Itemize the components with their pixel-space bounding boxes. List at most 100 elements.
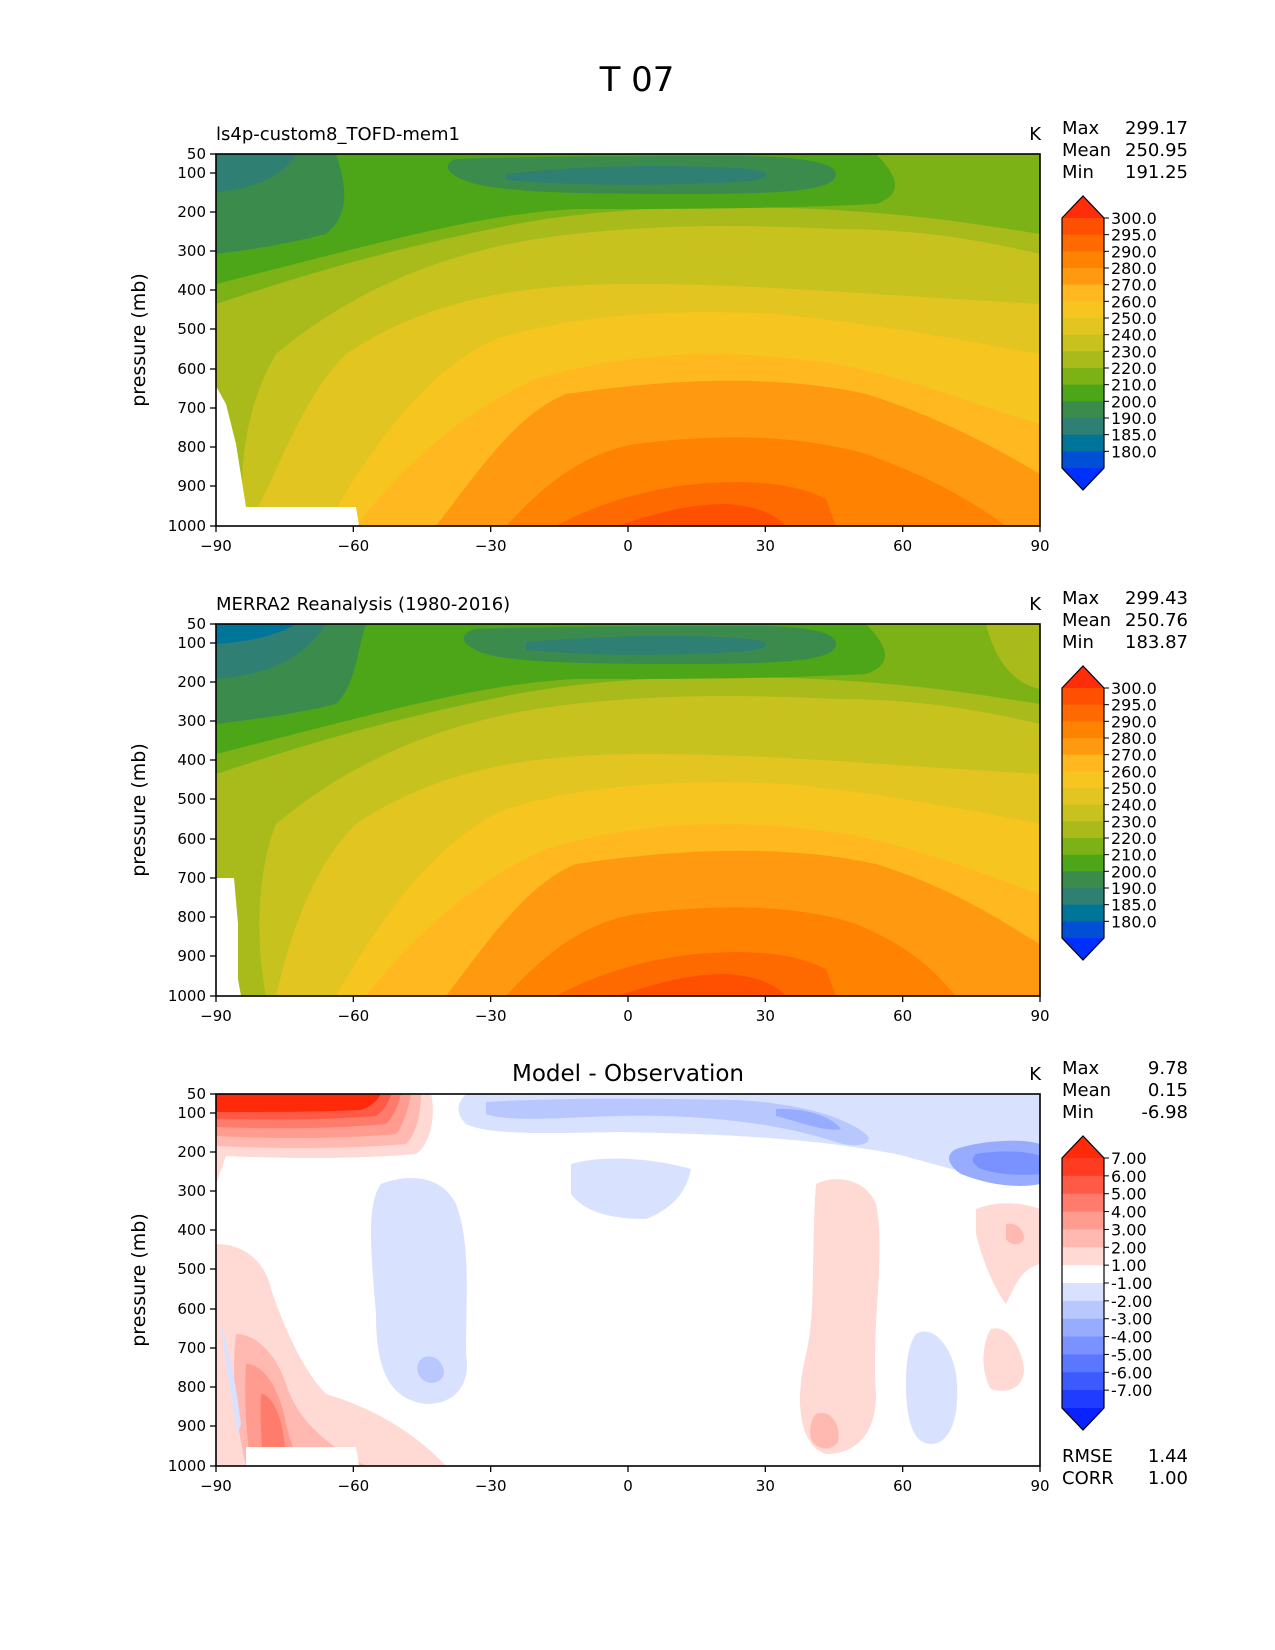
colorbar-label: 7.00	[1111, 1149, 1147, 1168]
colorbar-swatch	[1062, 838, 1104, 856]
units-label: K	[1029, 594, 1042, 615]
colorbar: 7.006.005.004.003.002.001.00-1.00-2.00-3…	[1061, 1135, 1152, 1431]
y-tick-label: 800	[177, 438, 206, 456]
stat-max-value: 299.43	[1125, 588, 1188, 609]
stat-corr-value: 1.00	[1148, 1468, 1188, 1489]
band-230	[216, 647, 1040, 996]
x-tick-label: 30	[756, 537, 775, 555]
colorbar-swatch	[1062, 938, 1104, 960]
colorbar-label: -6.00	[1111, 1363, 1152, 1382]
colorbar-label: 190.0	[1111, 409, 1157, 428]
plot-area	[216, 1094, 1040, 1466]
x-tick-label: 60	[893, 537, 912, 555]
colorbar-label: 2.00	[1111, 1238, 1147, 1257]
colorbar-swatch	[1062, 688, 1104, 706]
colorbar-swatch	[1062, 1229, 1104, 1248]
x-tick-label: −30	[475, 537, 507, 555]
y-tick-label: 400	[177, 751, 206, 769]
stat-max-value: 9.78	[1148, 1058, 1188, 1079]
y-tick-label: 100	[177, 1104, 206, 1122]
stat-min-label: Min	[1062, 162, 1094, 183]
plot-area	[216, 154, 1040, 526]
colorbar-label: -4.00	[1111, 1328, 1152, 1347]
x-tick-label: 0	[623, 1477, 633, 1495]
band-p2-e1	[810, 1413, 839, 1449]
colorbar-swatch	[1062, 301, 1104, 319]
colorbar-label: 210.0	[1111, 376, 1157, 395]
y-tick-label: 100	[177, 634, 206, 652]
panel-model: ls4p-custom8_TOFD-mem1 K pressure (mb) M…	[128, 118, 1188, 555]
colorbar: 300.0295.0290.0280.0270.0260.0250.0240.0…	[1061, 665, 1157, 961]
y-tick-label: 100	[177, 164, 206, 182]
y-tick-label: 200	[177, 203, 206, 221]
y-tick-label: 700	[177, 1339, 206, 1357]
colorbar-label: 240.0	[1111, 796, 1157, 815]
colorbar-label: -5.00	[1111, 1345, 1152, 1364]
colorbar-label: 220.0	[1111, 829, 1157, 848]
band-300	[616, 974, 786, 996]
y-tick-label: 1000	[168, 1457, 206, 1475]
y-tick-label: 800	[177, 908, 206, 926]
colorbar-label: 200.0	[1111, 392, 1157, 411]
stat-mean-value: 0.15	[1148, 1080, 1188, 1101]
x-tick-label: 90	[1030, 537, 1049, 555]
colorbar-label: 280.0	[1111, 729, 1157, 748]
colorbar-label: -1.00	[1111, 1274, 1152, 1293]
y-tick-label: 900	[177, 947, 206, 965]
colorbar-swatch	[1062, 704, 1104, 722]
y-tick-label: 600	[177, 1300, 206, 1318]
colorbar-label: 290.0	[1111, 242, 1157, 261]
x-tick-label: −90	[200, 1007, 232, 1025]
colorbar-swatch	[1062, 334, 1104, 352]
colorbar-swatch	[1062, 234, 1104, 252]
missing-terrain	[216, 386, 359, 526]
colorbar-label: 210.0	[1111, 846, 1157, 865]
band-230-east	[986, 624, 1040, 689]
colorbar-swatch	[1062, 771, 1104, 789]
stat-max-label: Max	[1062, 118, 1100, 139]
colorbar-swatch	[1062, 368, 1104, 386]
colorbar-swatch	[1062, 871, 1104, 889]
colorbar-swatch	[1062, 434, 1104, 452]
colorbar-swatch	[1062, 451, 1104, 469]
y-tick-label: 300	[177, 1182, 206, 1200]
colorbar-label: 300.0	[1111, 679, 1157, 698]
y-tick-label: 500	[177, 790, 206, 808]
colorbar-swatch	[1062, 904, 1104, 922]
colorbar-swatch	[1062, 888, 1104, 906]
band-185	[216, 624, 296, 644]
band-p1-e2	[976, 1203, 1040, 1304]
band-n2-top	[486, 1098, 869, 1146]
colorbar-outline	[1061, 195, 1105, 491]
x-tick-label: −60	[338, 537, 370, 555]
colorbar-swatch	[1062, 821, 1104, 839]
colorbar-swatch	[1062, 1408, 1104, 1430]
colorbar-label: -2.00	[1111, 1292, 1152, 1311]
colorbar-label: 180.0	[1111, 912, 1157, 931]
colorbar-label: -3.00	[1111, 1310, 1152, 1329]
colorbar-label: 280.0	[1111, 259, 1157, 278]
colorbar-outline	[1061, 1135, 1105, 1431]
colorbar-swatch	[1062, 666, 1104, 688]
band-n1-west	[221, 1324, 241, 1434]
y-axis-label: pressure (mb)	[128, 1213, 150, 1347]
colorbar-swatch	[1062, 318, 1104, 336]
x-tick-label: −60	[338, 1007, 370, 1025]
x-tick-label: 30	[756, 1477, 775, 1495]
y-tick-label: 50	[187, 145, 206, 163]
band-n2-left	[417, 1356, 444, 1383]
y-tick-label: 500	[177, 320, 206, 338]
panel-observation: MERRA2 Reanalysis (1980-2016) K pressure…	[128, 588, 1188, 1025]
x-tick-label: 30	[756, 1007, 775, 1025]
colorbar-swatch	[1062, 196, 1104, 218]
x-tick-label: 60	[893, 1477, 912, 1495]
band-230	[216, 177, 1040, 526]
band-190-top	[506, 166, 766, 185]
y-tick-label: 1000	[168, 517, 206, 535]
colorbar-label: 270.0	[1111, 276, 1157, 295]
colorbar: 300.0295.0290.0280.0270.0260.0250.0240.0…	[1061, 195, 1157, 491]
x-tick-label: 90	[1030, 1007, 1049, 1025]
